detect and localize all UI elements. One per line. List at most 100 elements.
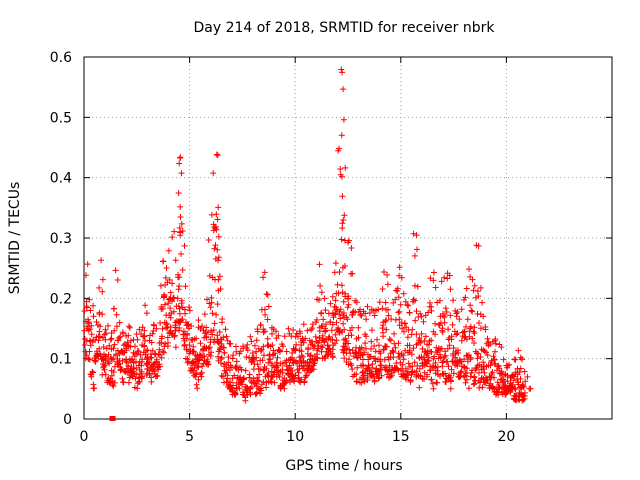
scatter-point [99, 311, 106, 318]
scatter-outlier-point [109, 416, 116, 421]
scatter-point [411, 252, 418, 259]
scatter-point [176, 274, 183, 281]
scatter-point [357, 311, 364, 318]
scatter-point [354, 354, 361, 361]
scatter-point [100, 344, 107, 350]
scatter-point [304, 327, 311, 334]
scatter-point [257, 390, 264, 397]
scatter-point [471, 374, 478, 381]
scatter-point [127, 367, 134, 374]
scatter-point [520, 384, 527, 391]
scatter-point [462, 379, 469, 386]
scatter-point [369, 327, 375, 334]
scatter-point [279, 369, 286, 376]
scatter-point [437, 354, 444, 361]
scatter-point [384, 271, 391, 278]
scatter-point [251, 342, 258, 349]
scatter-point [401, 320, 408, 327]
scatter-point [359, 356, 366, 363]
scatter-point [269, 342, 276, 349]
scatter-point [252, 391, 259, 398]
scatter-point [340, 86, 347, 93]
scatter-point [197, 340, 204, 347]
scatter-point [333, 337, 340, 344]
scatter-point [287, 379, 293, 386]
scatter-point [353, 371, 360, 378]
scatter-point [295, 369, 302, 376]
scatter-point [150, 321, 157, 328]
scatter-point [417, 310, 424, 317]
scatter-point [263, 365, 270, 372]
scatter-point [216, 329, 223, 335]
scatter-point [413, 308, 420, 315]
scatter-point [120, 379, 127, 386]
scatter-point [253, 337, 260, 344]
y-tick-label: 0.1 [50, 352, 72, 368]
scatter-point [436, 297, 443, 304]
scatter-point [521, 389, 528, 396]
scatter-point [144, 359, 151, 366]
scatter-point [339, 193, 346, 200]
scatter-point [134, 385, 141, 392]
scatter-point [220, 334, 227, 341]
scatter-point [384, 281, 391, 288]
scatter-point [181, 306, 188, 313]
scatter-point [377, 366, 384, 373]
scatter-point [205, 345, 212, 352]
scatter-point [227, 340, 234, 347]
scatter-point [484, 335, 491, 342]
scatter-point [257, 366, 264, 373]
y-tick-label: 0 [63, 412, 72, 428]
scatter-point [193, 335, 200, 342]
scatter-point [244, 341, 251, 348]
scatter-point [141, 332, 148, 339]
scatter-point [86, 348, 93, 355]
scatter-point [258, 387, 265, 394]
scatter-point [445, 363, 452, 370]
scatter-point [392, 344, 399, 351]
scatter-point [327, 300, 334, 307]
scatter-point [134, 336, 141, 343]
scatter-point [142, 302, 149, 309]
scatter-point [259, 381, 265, 388]
scatter-point [220, 373, 226, 380]
scatter-point [205, 237, 212, 243]
scatter-point [169, 234, 176, 241]
scatter-point [290, 327, 297, 333]
scatter-point [463, 365, 470, 372]
scatter-point [215, 204, 222, 211]
scatter-point [411, 359, 418, 366]
scatter-point [274, 354, 281, 361]
scatter-point [349, 347, 356, 354]
scatter-point [137, 351, 144, 358]
scatter-point [469, 308, 476, 315]
scatter-point [254, 328, 261, 335]
scatter-point [320, 316, 327, 323]
scatter-point [439, 359, 446, 366]
scatter-point [253, 348, 260, 355]
scatter-point [477, 325, 484, 332]
scatter-point [253, 354, 260, 361]
scatter-point [294, 366, 301, 373]
scatter-point [204, 296, 210, 303]
scatter-point [213, 311, 220, 318]
scatter-point [318, 348, 325, 355]
scatter-point [153, 325, 160, 332]
scatter-point [184, 330, 191, 337]
scatter-point [288, 333, 295, 340]
scatter-point [340, 298, 347, 305]
scatter-point [494, 379, 501, 386]
scatter-point [468, 307, 475, 314]
scatter-point [348, 245, 355, 251]
scatter-point [442, 305, 449, 312]
scatter-point [515, 379, 522, 386]
scatter-point [360, 363, 367, 369]
scatter-point [257, 348, 264, 354]
x-tick-label: 10 [286, 429, 304, 445]
scatter-point [379, 286, 386, 292]
scatter-point [421, 337, 428, 344]
scatter-point [116, 361, 123, 367]
scatter-point [292, 346, 299, 352]
scatter-point [116, 319, 123, 326]
scatter-point [432, 320, 439, 327]
